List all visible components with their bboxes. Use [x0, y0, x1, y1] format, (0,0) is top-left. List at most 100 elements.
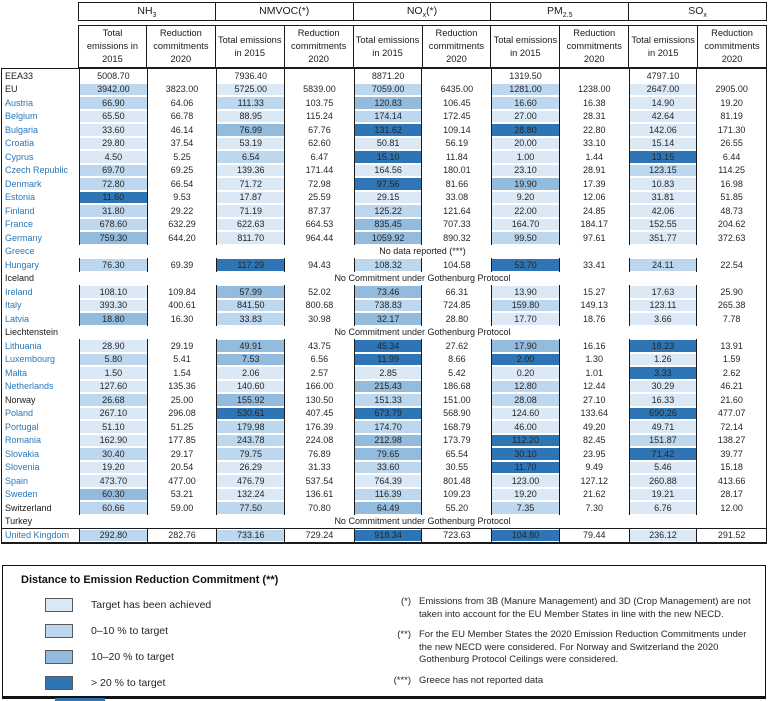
reduction-commitment-cell: 15.27: [582, 286, 606, 297]
cell-fill: 1319.50: [492, 70, 559, 82]
cell-fill: 140.60: [217, 380, 285, 392]
country-label[interactable]: Ireland: [5, 286, 33, 297]
reduction-commitment-cell: 62.60: [308, 138, 331, 149]
reduction-commitment-cell: 67.76: [308, 124, 331, 135]
cell-fill: 51.10: [80, 421, 147, 433]
no-data-note: No Commitment under Gothenburg Protocol: [334, 327, 511, 338]
reduction-commitment-cell: 27.62: [445, 340, 469, 351]
reduction-commitment-cell: 121.64: [443, 205, 471, 216]
total-emissions-cell: 6.54: [216, 150, 286, 164]
cell-fill: 6.54: [217, 151, 285, 163]
footnote-marker: (**): [397, 629, 411, 640]
total-emissions-cell: 99.50: [491, 231, 560, 245]
footnote-text: Greece has not reported data: [419, 674, 544, 686]
reduction-commitment-cell: 176.39: [305, 421, 334, 432]
total-emissions-cell: 3.66: [628, 312, 698, 326]
reduction-commitment-cell: 18.76: [582, 313, 606, 324]
total-emissions-cell: 49.71: [628, 420, 698, 434]
total-emissions-cell: 12.80: [491, 379, 560, 393]
reduction-commitment-cell: 66.54: [170, 178, 194, 189]
cell-fill: 23.10: [492, 164, 559, 176]
country-label[interactable]: Germany: [5, 232, 43, 243]
country-label[interactable]: Netherlands: [5, 381, 54, 392]
cell-fill: 13.90: [492, 286, 559, 298]
country-label[interactable]: France: [5, 219, 34, 230]
country-label[interactable]: Italy: [5, 300, 22, 311]
reduction-commitment-cell: 55.20: [445, 502, 469, 513]
country-label[interactable]: Sweden: [5, 489, 38, 500]
cell-fill: 841.50: [217, 299, 285, 311]
country-label[interactable]: Greece: [5, 246, 35, 257]
total-emissions-cell: 8871.20: [353, 69, 423, 83]
footnote-text: For the EU Member States the 2020 Emissi…: [419, 629, 747, 665]
cell-fill: 4797.10: [629, 70, 697, 82]
legend-swatch: [45, 624, 73, 638]
reduction-commitment-cell: 6.56: [310, 354, 329, 365]
total-emissions-cell: 835.45: [353, 217, 423, 231]
country-label[interactable]: United Kingdom: [2, 528, 79, 542]
country-label[interactable]: Austria: [5, 97, 34, 108]
reduction-commitment-cell: 49.20: [582, 421, 606, 432]
cell-fill: 3.33: [629, 367, 697, 379]
legend-item-label: 0–10 % to target: [91, 625, 169, 637]
cell-fill: 17.90: [492, 340, 559, 352]
country-label[interactable]: Romania: [5, 435, 42, 446]
reduction-commitment-cell: 33.41: [582, 259, 606, 270]
reduction-commitment-cell: 56.19: [445, 138, 469, 149]
total-emissions-cell: 53.19: [216, 136, 286, 150]
total-emissions-cell: 622.63: [216, 217, 286, 231]
reduction-commitment-cell: 97.61: [582, 232, 606, 243]
cell-fill: 123.15: [629, 164, 697, 176]
reduction-commitment-cell: 136.61: [305, 489, 334, 500]
total-emissions-cell: 66.90: [79, 96, 148, 110]
total-emissions-cell: 26.68: [79, 393, 148, 407]
reduction-commitment-cell: 9.53: [173, 192, 191, 203]
total-emissions-cell: 1.00: [491, 150, 560, 164]
reduction-commitment-cell: 109.14: [443, 124, 471, 135]
total-emissions-cell: 164.56: [353, 163, 423, 177]
country-label[interactable]: Lithuania: [5, 340, 42, 351]
total-emissions-cell: 65.50: [79, 109, 148, 123]
total-emissions-cell: 60.66: [79, 501, 148, 515]
country-label[interactable]: Slovenia: [5, 462, 40, 473]
cell-fill: 33.60: [354, 461, 422, 473]
country-label[interactable]: Latvia: [5, 313, 30, 324]
cell-fill: 835.45: [354, 218, 422, 230]
country-label[interactable]: Belgium: [5, 111, 38, 122]
total-emissions-cell: 108.10: [79, 285, 148, 299]
cell-fill: 351.77: [629, 232, 697, 244]
cell-fill: 30.10: [492, 448, 559, 460]
pollutant-header-row: NH3 NMVOC(*) NOx(*) PM2.5 SOx: [1, 2, 767, 25]
country-label[interactable]: Luxembourg: [5, 354, 56, 365]
reduction-commitment-cell: 224.08: [305, 435, 334, 446]
reduction-commitment-cell: 5839.00: [303, 84, 336, 95]
country-label[interactable]: Cyprus: [5, 151, 34, 162]
total-emissions-cell: 30.29: [628, 379, 698, 393]
cell-fill: 12.80: [492, 380, 559, 392]
footnote: (**) For the EU Member States the 2020 Em…: [375, 629, 760, 667]
reduction-commitment-cell: 25.00: [170, 394, 194, 405]
reduction-commitment-cell: 664.53: [305, 219, 334, 230]
country-label[interactable]: Czech Republic: [5, 165, 69, 176]
total-emissions-cell: 1.26: [628, 352, 698, 366]
reduction-commitment-cell: 9.49: [585, 462, 603, 473]
total-emissions-cell: 71.42: [628, 447, 698, 461]
country-label[interactable]: Hungary: [5, 259, 40, 270]
country-label[interactable]: Finland: [5, 205, 35, 216]
reduction-commitment-cell: [148, 69, 217, 83]
country-label[interactable]: Denmark: [5, 178, 42, 189]
country-label[interactable]: Estonia: [5, 192, 36, 203]
country-label[interactable]: Malta: [5, 367, 28, 378]
total-emissions-cell: 33.83: [216, 312, 286, 326]
country-label[interactable]: Poland: [5, 408, 34, 419]
country-label[interactable]: Portugal: [5, 421, 39, 432]
reduction-commitment-cell: 5.41: [173, 354, 191, 365]
reduction-commitment-cell: 12.00: [720, 502, 743, 513]
reduction-commitment-cell: 477.00: [168, 475, 196, 486]
country-label[interactable]: Bulgaria: [5, 124, 39, 135]
country-label[interactable]: Slovakia: [5, 448, 40, 459]
country-label[interactable]: Spain: [5, 475, 29, 486]
country-label[interactable]: Croatia: [5, 138, 35, 149]
reduction-commitment-cell: 103.75: [305, 97, 334, 108]
column-header-reduction: Reduction commitments 2020: [421, 25, 492, 68]
